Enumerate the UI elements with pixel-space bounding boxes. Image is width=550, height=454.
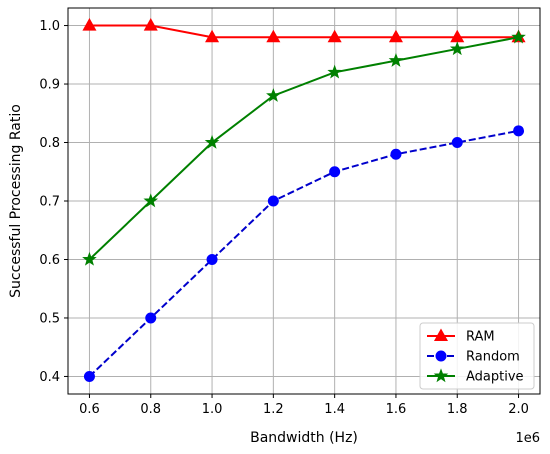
data-point-adaptive <box>143 193 159 208</box>
y-tick-label: 0.9 <box>39 78 60 93</box>
y-axis-ticks: 0.4 0.5 0.6 0.7 0.8 0.9 1.0 <box>39 19 68 385</box>
x-axis-label: Bandwidth (Hz) <box>250 430 358 446</box>
series-layer <box>82 18 526 382</box>
y-tick-label: 0.7 <box>39 195 60 210</box>
x-tick-label: 1.0 <box>202 402 223 417</box>
data-point-ram <box>327 29 342 43</box>
y-tick-label: 0.8 <box>39 136 60 151</box>
legend-label-ram: RAM <box>466 330 495 345</box>
legend-marker-adaptive <box>433 368 449 383</box>
x-tick-label: 1.2 <box>263 402 284 417</box>
y-tick-label: 0.5 <box>39 311 60 326</box>
x-axis-ticks: 0.6 0.8 1.0 1.2 1.4 1.6 1.8 2.0 <box>79 394 529 417</box>
x-tick-label: 1.6 <box>386 402 407 417</box>
y-tick-label: 0.6 <box>39 253 60 268</box>
series-line-adaptive <box>88 36 519 261</box>
legend: RAM Random Adaptive <box>419 322 535 390</box>
x-axis-offset-label: 1e6 <box>515 431 540 446</box>
data-point-ram <box>143 18 158 31</box>
legend-label-random: Random <box>466 350 520 365</box>
series-adaptive <box>82 29 526 266</box>
x-tick-label: 1.4 <box>324 402 345 417</box>
x-tick-label: 1.8 <box>447 402 468 417</box>
data-point-random <box>451 137 463 149</box>
data-point-ram <box>82 18 97 31</box>
legend-marker-ram <box>433 328 449 342</box>
y-tick-label: 0.4 <box>39 370 60 385</box>
data-point-ram <box>266 29 281 43</box>
data-point-random <box>390 148 402 160</box>
data-point-random <box>513 125 525 137</box>
y-tick-label: 1.0 <box>39 19 60 34</box>
data-point-adaptive <box>266 88 281 102</box>
data-point-random <box>145 312 157 324</box>
x-tick-label: 0.6 <box>79 402 100 417</box>
data-point-random <box>329 166 341 178</box>
data-point-adaptive <box>327 64 342 79</box>
data-point-adaptive <box>82 251 97 266</box>
data-point-ram <box>388 29 403 43</box>
x-tick-label: 2.0 <box>508 402 529 417</box>
legend-label-adaptive: Adaptive <box>466 370 524 385</box>
series-line-ram <box>89 24 519 39</box>
data-point-random <box>83 370 95 382</box>
legend-item-ram: RAM <box>427 328 495 345</box>
data-point-adaptive <box>511 29 526 44</box>
data-point-adaptive <box>388 52 404 67</box>
data-point-ram <box>205 29 220 43</box>
legend-marker-random <box>435 350 447 362</box>
legend-box <box>419 322 535 390</box>
legend-item-adaptive: Adaptive <box>427 368 524 385</box>
data-point-adaptive <box>449 41 465 56</box>
legend-item-random: Random <box>427 350 520 365</box>
x-tick-label: 0.8 <box>140 402 161 417</box>
data-point-random <box>206 253 218 265</box>
data-point-random <box>267 195 279 207</box>
y-axis-label: Successful Processing Ratio <box>8 104 24 298</box>
series-random <box>83 125 525 382</box>
data-point-adaptive <box>204 134 220 149</box>
